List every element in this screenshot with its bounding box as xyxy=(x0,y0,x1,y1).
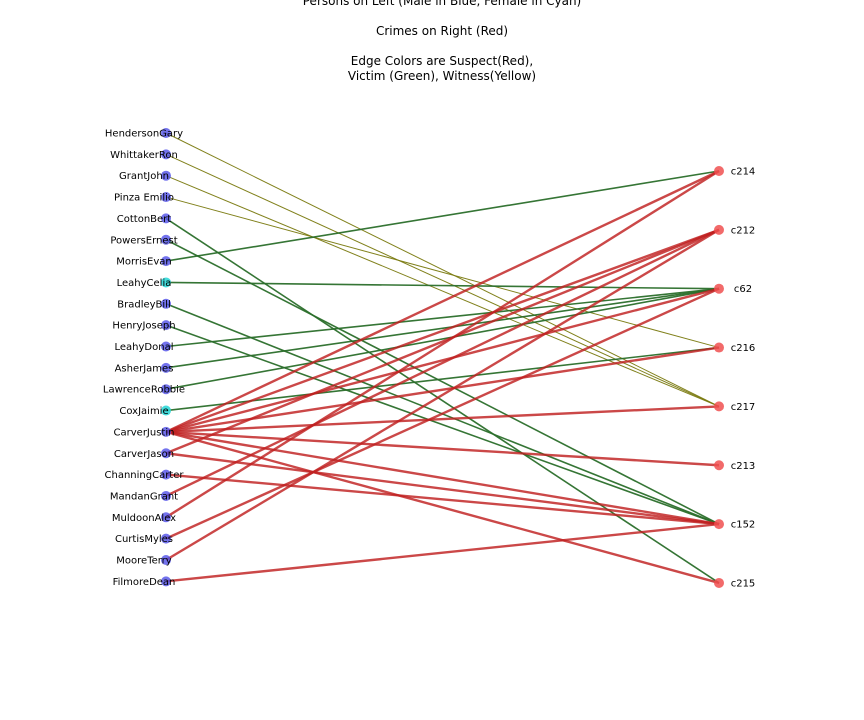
person-label-muldoonalex: MuldoonAlex xyxy=(112,513,176,524)
edge-suspect-carverjustin-c212 xyxy=(165,228,720,434)
edge-victim-morrisevan-c214 xyxy=(165,170,720,262)
person-node-mandangrant[interactable] xyxy=(161,490,171,501)
edge-suspect-mooreterry-c212 xyxy=(165,228,720,562)
crime-label-c215: c215 xyxy=(731,578,756,589)
person-label-mooreterry: MooreTerry xyxy=(116,556,172,567)
person-node-hendersongary[interactable] xyxy=(161,128,171,138)
person-label-henryjoseph: HenryJoseph xyxy=(112,321,175,332)
crime-nodes-layer: c214 c212 c62 c216 c217 c213 c152 c215 xyxy=(714,166,755,589)
crime-label-c216: c216 xyxy=(731,343,756,354)
person-node-lawrencerobbie[interactable] xyxy=(161,384,171,395)
crime-node-c217[interactable] xyxy=(714,401,724,412)
title-line-persons: Persons on Left (Male in Blue, Female in… xyxy=(303,0,581,8)
crime-node-c213[interactable] xyxy=(714,460,724,471)
person-node-leahycelia[interactable] xyxy=(161,277,171,288)
person-label-bradleybill: BradleyBill xyxy=(117,299,171,310)
person-node-carverjason[interactable] xyxy=(161,448,171,459)
person-node-channingcarter[interactable] xyxy=(161,469,171,480)
person-label-leahycelia: LeahyCelia xyxy=(117,278,172,289)
person-label-curtismyles: CurtisMyles xyxy=(115,534,173,545)
edges-layer xyxy=(165,132,720,585)
person-node-henryjoseph[interactable] xyxy=(161,320,171,331)
title-line-edge-colors: Edge Colors are Suspect(Red), xyxy=(351,54,533,68)
edge-victim-henryjoseph-c152 xyxy=(165,324,720,525)
person-label-cottonbert: CottonBert xyxy=(117,214,172,225)
person-label-carverjason: CarverJason xyxy=(114,449,174,460)
crime-label-c214: c214 xyxy=(731,167,756,178)
title-line-edge-roles: Victim (Green), Witness(Yellow) xyxy=(348,69,536,83)
chart-title: Persons on Left (Male in Blue, Female in… xyxy=(303,0,581,83)
edge-suspect-carverjustin-c214 xyxy=(165,169,720,433)
person-node-muldoonalex[interactable] xyxy=(161,512,171,523)
person-node-bradleybill[interactable] xyxy=(161,298,171,309)
person-label-leahydonal: LeahyDonal xyxy=(115,342,174,353)
crime-label-c212: c212 xyxy=(731,225,756,236)
person-node-asherjames[interactable] xyxy=(161,362,171,373)
edge-suspect-carverjustin-c216 xyxy=(165,346,720,434)
edge-suspect-mandangrant-c212 xyxy=(165,228,720,498)
crime-node-c62[interactable] xyxy=(714,283,724,294)
person-label-powersernest: PowersErnest xyxy=(110,235,177,246)
person-label-coxjaimie: CoxJaimie xyxy=(119,406,168,417)
person-node-filmoredean[interactable] xyxy=(161,576,171,587)
edge-victim-leahycelia-c62 xyxy=(165,281,720,290)
crime-node-c216[interactable] xyxy=(714,342,724,353)
edge-witness-whittakerron-c217 xyxy=(165,153,720,407)
person-label-lawrencerobbie: LawrenceRobbie xyxy=(103,385,185,396)
person-label-channingcarter: ChanningCarter xyxy=(105,470,185,481)
edge-victim-coxjaimie-c216 xyxy=(165,346,720,412)
title-line-crimes: Crimes on Right (Red) xyxy=(376,24,508,38)
edge-suspect-channingcarter-c152 xyxy=(165,473,720,526)
edge-suspect-curtismyles-c62 xyxy=(165,287,720,540)
crime-node-c215[interactable] xyxy=(714,577,724,588)
person-node-coxjaimie[interactable] xyxy=(161,405,171,416)
person-label-pinza-emilio: Pinza Emilio xyxy=(114,193,174,204)
crime-node-c212[interactable] xyxy=(714,224,724,235)
edge-suspect-filmoredean-c152 xyxy=(165,522,720,583)
edge-victim-leahydonal-c62 xyxy=(165,287,720,348)
edge-suspect-carverjason-c152 xyxy=(165,452,720,526)
edge-witness-grantjohn-c217 xyxy=(165,175,720,407)
person-label-whittakerron: WhittakerRon xyxy=(110,150,178,161)
edge-suspect-carverjustin-c213 xyxy=(165,430,720,467)
edge-suspect-carverjustin-c62 xyxy=(165,287,720,434)
edge-suspect-carverjustin-c215 xyxy=(165,430,720,585)
edge-victim-lawrencerobbie-c62 xyxy=(165,287,720,390)
edge-witness-pinza-emilio-c216 xyxy=(165,196,720,349)
edge-victim-powersernest-c152 xyxy=(165,239,720,525)
person-node-morrisevan[interactable] xyxy=(161,256,171,267)
person-label-hendersongary: HendersonGary xyxy=(105,129,183,140)
person-node-cottonbert[interactable] xyxy=(161,213,171,224)
person-nodes-layer: HendersonGary WhittakerRon GrantJohn Pinza … xyxy=(103,128,185,588)
crime-label-c213: c213 xyxy=(731,461,756,472)
person-node-mooreterry[interactable] xyxy=(161,555,171,565)
crime-node-c214[interactable] xyxy=(714,166,724,176)
person-node-carverjustin[interactable] xyxy=(161,426,171,437)
edge-suspect-carverjustin-c217 xyxy=(165,405,720,434)
crime-label-c62: c62 xyxy=(734,284,752,295)
person-node-pinza-emilio[interactable] xyxy=(161,192,171,203)
person-node-curtismyles[interactable] xyxy=(161,533,171,544)
person-label-asherjames: AsherJames xyxy=(115,363,174,374)
person-label-carverjustin: CarverJustin xyxy=(114,427,175,438)
person-label-filmoredean: FilmoreDean xyxy=(113,577,176,588)
crime-label-c217: c217 xyxy=(731,402,756,413)
edge-victim-cottonbert-c215 xyxy=(165,217,720,584)
edge-suspect-carverjustin-c152 xyxy=(165,430,720,526)
crime-node-c152[interactable] xyxy=(714,519,724,530)
edge-victim-asherjames-c62 xyxy=(165,287,720,369)
person-node-grantjohn[interactable] xyxy=(161,170,171,181)
edge-suspect-carverjason-c212 xyxy=(165,228,720,455)
person-node-whittakerron[interactable] xyxy=(161,149,171,160)
person-label-grantjohn: GrantJohn xyxy=(119,171,169,182)
person-label-mandangrant: MandanGrant xyxy=(110,491,178,502)
person-node-powersernest[interactable] xyxy=(161,234,171,245)
edge-suspect-muldoonalex-c214 xyxy=(165,169,720,519)
crime-label-c152: c152 xyxy=(731,520,756,531)
person-node-leahydonal[interactable] xyxy=(161,341,171,352)
person-label-morrisevan: MorrisEvan xyxy=(116,257,171,268)
